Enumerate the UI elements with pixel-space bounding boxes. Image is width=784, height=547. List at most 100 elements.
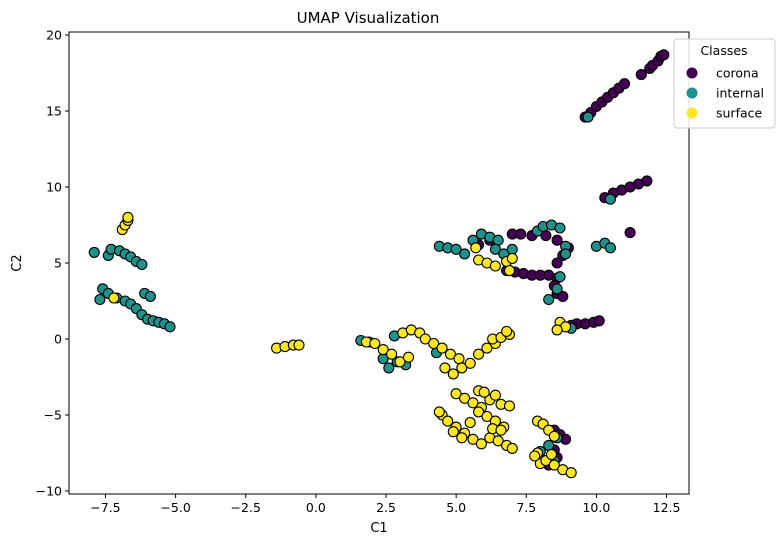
point-surface-44 [450,388,462,400]
x-axis: −7.5 −5.0 −2.5 0.0 2.5 5.0 7.5 10.0 12.5 [90,494,680,515]
point-surface-25 [456,362,468,374]
y-tick-label-5: 15 [46,104,62,119]
point-surface-61 [506,442,518,454]
x-tick-label-7: 10.0 [582,500,610,515]
point-surface-71 [456,432,468,444]
point-internal-7 [136,258,148,271]
point-surface-68 [503,400,516,412]
point-surface-49 [489,389,501,401]
point-corona-38 [557,290,569,302]
point-internal-52 [383,362,395,374]
point-internal-47 [604,193,616,205]
point-corona-13 [658,49,670,61]
point-internal-33 [506,243,518,255]
point-internal-26 [459,248,471,260]
y-tick-label-1: −5 [44,407,62,422]
point-internal-31 [489,243,501,255]
point-surface-57 [475,438,487,450]
point-corona-24 [515,228,527,240]
points-layer [88,49,670,479]
point-surface-12 [386,348,398,360]
point-surface-14 [402,351,415,363]
point-surface-24 [447,368,459,380]
point-internal-40 [554,271,566,283]
point-internal-58 [543,439,555,451]
legend-label-internal: internal [716,86,764,101]
point-surface-11 [377,344,389,356]
point-surface-18 [419,333,431,345]
point-surface-28 [481,342,493,354]
y-tick-label-2: 0 [54,331,62,346]
legend-label-corona: corona [716,66,759,81]
x-tick-label-2: −2.5 [231,500,261,515]
point-surface-70 [447,426,459,438]
x-tick-label-4: 2.5 [376,500,396,515]
point-surface-39 [503,265,516,277]
y-tick-label-0: −10 [36,483,62,498]
point-surface-56 [467,433,479,445]
series-surface [108,211,577,479]
point-surface-19 [428,337,440,350]
point-internal-0 [88,246,100,258]
legend-marker-surface [686,107,698,119]
legend-label-surface: surface [716,106,763,121]
y-tick-label-6: 20 [46,28,62,43]
point-surface-59 [492,435,504,447]
point-corona-7 [618,78,631,90]
legend-marker-internal [686,87,698,99]
x-tick-label-5: 5.0 [446,500,466,515]
y-axis: −10 −5 0 5 10 15 20 [36,28,69,498]
point-corona-44 [593,315,605,327]
y-axis-title: C2 [10,254,25,271]
point-surface-83 [565,467,577,479]
point-surface-46 [467,397,479,409]
point-surface-45 [459,392,471,404]
point-surface-84 [529,450,541,462]
point-internal-20 [94,293,106,306]
point-surface-69 [433,406,445,418]
point-surface-62 [464,417,476,429]
point-surface-73 [495,424,507,436]
point-surface-13 [394,356,406,368]
point-internal-42 [551,283,563,295]
point-surface-20 [436,342,448,354]
point-surface-27 [473,348,485,360]
legend-marker-corona [686,67,698,79]
point-surface-23 [439,362,451,374]
legend: Classes corona internal surface [673,38,776,129]
point-internal-48 [582,111,594,123]
point-surface-43 [551,324,563,336]
x-tick-label-8: 12.5 [653,500,681,515]
point-surface-64 [481,410,493,423]
point-surface-53 [442,415,454,427]
point-corona-19 [641,175,653,187]
x-axis-title: C1 [370,521,387,536]
point-surface-3 [122,211,134,223]
point-internal-19 [164,321,176,333]
chart-title: UMAP Visualization [297,9,440,27]
point-corona-39 [551,257,563,269]
point-surface-4 [108,292,120,304]
legend-box [673,38,776,129]
point-surface-21 [444,348,457,360]
point-surface-8 [293,339,305,351]
point-surface-10 [369,337,381,350]
point-surface-51 [478,386,490,398]
y-tick-label-3: 5 [54,256,62,271]
point-surface-38 [506,252,518,264]
x-tick-label-6: 7.5 [516,500,536,515]
point-surface-81 [548,459,560,471]
legend-title: Classes [700,43,747,58]
x-tick-label-0: −7.5 [90,500,120,515]
x-tick-label-3: 0.0 [306,500,326,515]
point-surface-40 [470,242,482,254]
point-internal-46 [604,242,616,254]
x-tick-label-1: −5.0 [160,500,190,515]
point-surface-85 [545,448,558,461]
y-tick-label-4: 10 [46,180,62,195]
point-internal-39 [560,248,572,260]
point-corona-8 [635,69,647,81]
point-internal-41 [543,293,555,306]
point-surface-77 [548,430,560,442]
